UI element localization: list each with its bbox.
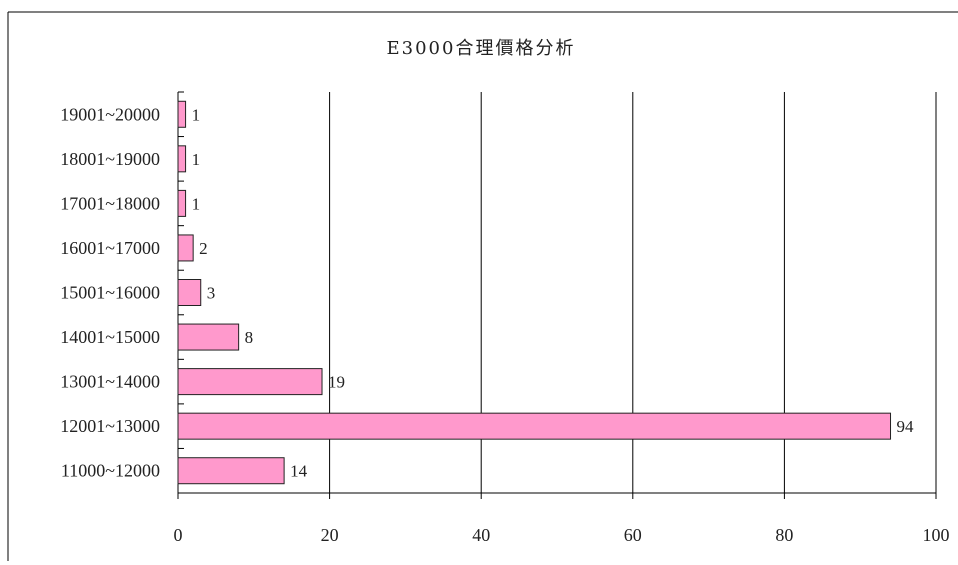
data-label: 14 [290, 462, 308, 481]
bar-12001~13000 [177, 412, 892, 440]
data-label: 94 [897, 417, 915, 436]
x-tick-label: 60 [624, 525, 642, 545]
bar-16001~17000 [177, 234, 194, 262]
bar-19001~20000 [177, 100, 187, 128]
y-tick-label: 14001~15000 [60, 327, 160, 347]
data-label: 3 [207, 284, 216, 303]
x-tick-label: 40 [472, 525, 490, 545]
x-tick-label: 80 [775, 525, 793, 545]
y-tick-label: 12001~13000 [60, 416, 160, 436]
bar-13001~14000 [177, 368, 323, 396]
y-tick-label: 15001~16000 [60, 283, 160, 303]
bar-11000~12000 [177, 457, 285, 485]
grid-lines [329, 92, 937, 493]
data-label: 1 [192, 105, 201, 124]
data-labels: 14 94 19 8 3 2 1 1 1 [192, 105, 914, 480]
chart-title: E3000合理價格分析 [387, 38, 576, 59]
bar-14001~15000 [177, 323, 240, 351]
x-tick-labels: 0 20 40 60 80 100 [174, 525, 950, 545]
y-tick-label: 18001~19000 [60, 149, 160, 169]
data-label: 1 [192, 194, 201, 213]
data-label: 2 [199, 239, 208, 258]
bars [177, 100, 892, 485]
bar-15001~16000 [177, 279, 202, 306]
x-tick-label: 20 [321, 525, 339, 545]
data-label: 19 [328, 373, 345, 392]
x-tick-label: 0 [174, 525, 183, 545]
y-tick-label: 13001~14000 [60, 372, 160, 392]
y-tick-labels: 11000~12000 12001~13000 13001~14000 14001~1… [60, 104, 160, 480]
data-label: 8 [245, 328, 254, 347]
data-label: 1 [192, 150, 201, 169]
bar-18001~19000 [177, 145, 187, 173]
y-tick-label: 11000~12000 [61, 461, 160, 481]
y-tick-label: 17001~18000 [60, 193, 160, 213]
bar-17001~18000 [177, 189, 187, 217]
y-tick-label: 16001~17000 [60, 238, 160, 258]
y-tick-label: 19001~20000 [60, 104, 160, 124]
x-tick-label: 100 [923, 525, 950, 545]
